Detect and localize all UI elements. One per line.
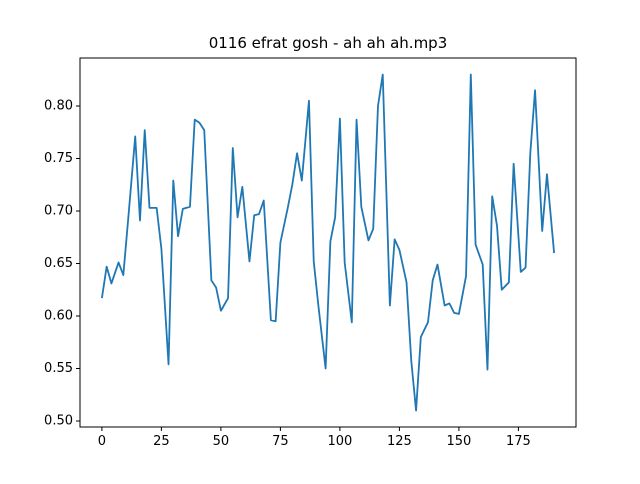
y-tick-label: 0.75 [44,151,73,166]
plot-frame [79,57,577,428]
y-tick-label: 0.50 [44,414,73,429]
y-tick-label: 0.65 [44,256,73,271]
y-tick-label: 0.55 [44,361,73,376]
data-line [101,73,556,412]
x-tick-label: 50 [213,434,230,449]
x-tick-label: 150 [446,434,471,449]
y-tick-label: 0.60 [44,309,73,324]
x-tick-label: 0 [98,434,106,449]
y-tick-label: 0.80 [44,98,73,113]
x-tick-label: 25 [153,434,170,449]
chart-title: 0116 efrat gosh - ah ah ah.mp3 [209,34,448,52]
x-tick-label: 75 [272,434,289,449]
x-tick-label: 100 [327,434,352,449]
x-tick-label: 125 [387,434,412,449]
y-tick-label: 0.70 [44,203,73,218]
x-tick-label: 175 [506,434,531,449]
